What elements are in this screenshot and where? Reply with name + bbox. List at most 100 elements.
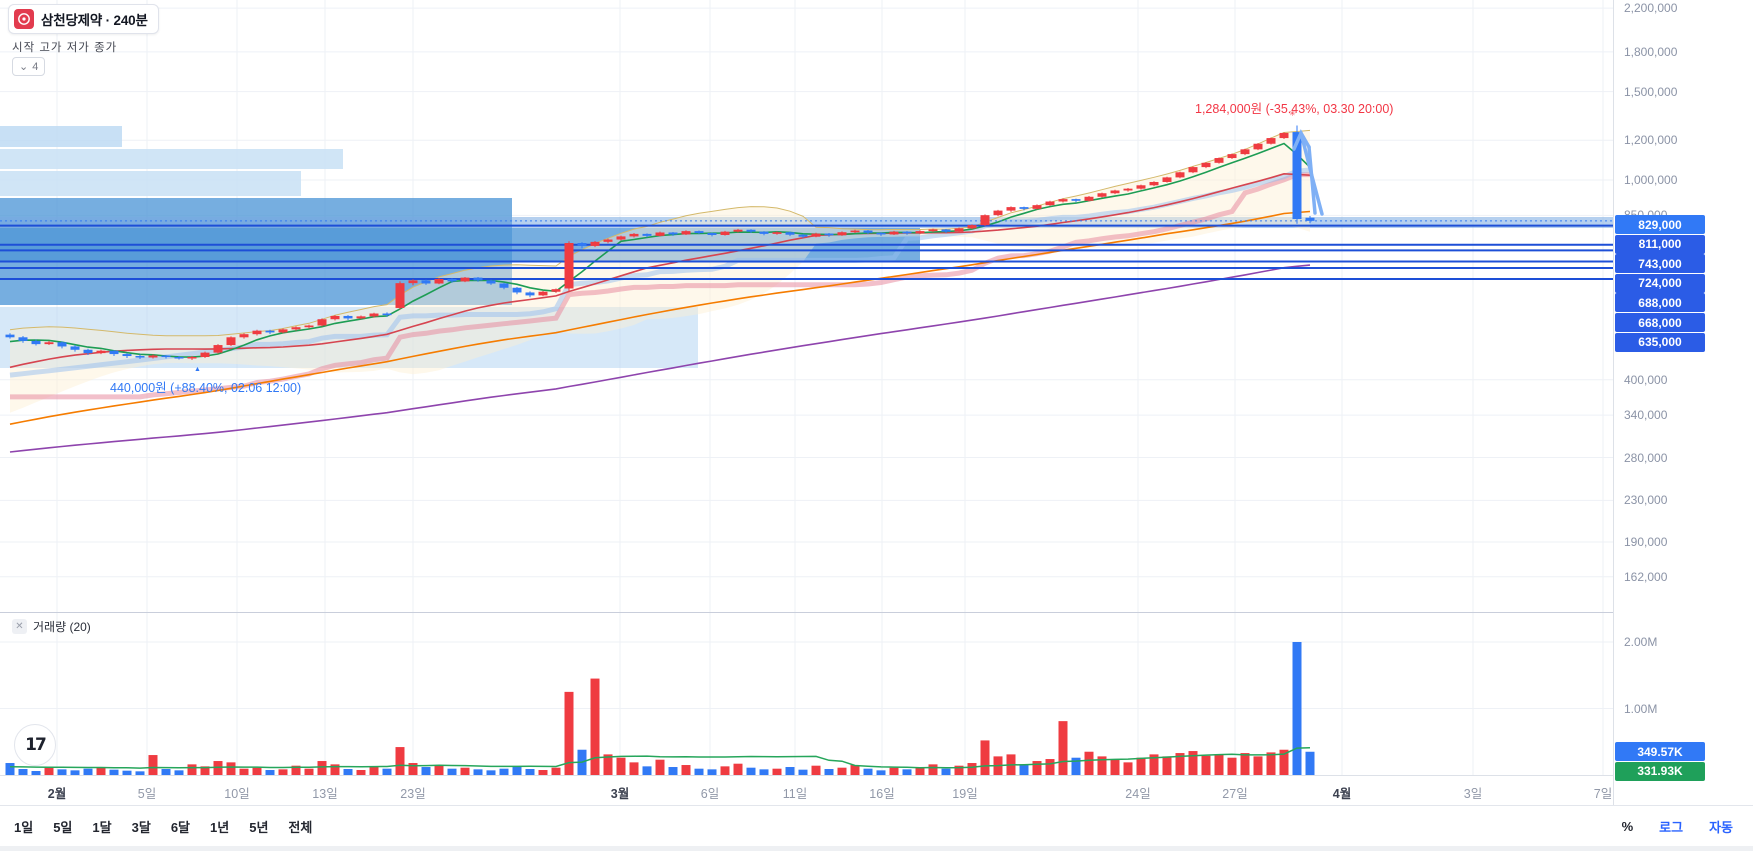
candle-21 — [278, 329, 288, 333]
candle-85 — [1110, 190, 1120, 194]
candle-22 — [291, 327, 301, 330]
price-tick-190000: 190,000 — [1624, 535, 1668, 550]
volume-bar-40 — [525, 769, 535, 775]
candle-68 — [889, 231, 899, 235]
price-tick-230000: 230,000 — [1624, 493, 1668, 508]
candle-26 — [343, 315, 353, 319]
candle-33 — [434, 279, 444, 284]
candle-50 — [655, 232, 665, 236]
candle-44 — [577, 243, 587, 246]
candle-62 — [811, 233, 821, 237]
volume-bar-55 — [720, 766, 730, 775]
volume-bar-47 — [616, 757, 626, 775]
low-price-annotation: 440,000원 (+88.40%, 02.06 12:00) — [110, 381, 302, 395]
time-tick-4월: 4월 — [1332, 787, 1352, 801]
candle-20 — [265, 330, 275, 333]
candle-52 — [681, 231, 691, 235]
range-button-전체[interactable]: 전체 — [280, 813, 320, 840]
candle-12 — [161, 355, 171, 358]
volume-bar-100 — [1305, 751, 1315, 775]
candle-100 — [1305, 217, 1315, 221]
candle-74 — [967, 225, 977, 229]
current-price-badge: 829,000 — [1615, 215, 1705, 234]
range-button-1년[interactable]: 1년 — [202, 813, 237, 840]
volume-bar-11 — [148, 755, 158, 775]
range-button-1달[interactable]: 1달 — [84, 813, 119, 840]
candle-0 — [5, 334, 15, 338]
candle-35 — [460, 277, 470, 282]
volume-bar-12 — [161, 769, 171, 775]
percent-scale-button[interactable]: % — [1616, 818, 1640, 835]
candle-83 — [1084, 196, 1094, 201]
volume-bar-3 — [44, 767, 54, 775]
candle-89 — [1162, 177, 1172, 182]
time-tick-11일: 11일 — [782, 787, 808, 801]
volume-bar-45 — [590, 678, 600, 775]
candle-37 — [486, 280, 496, 284]
candle-60 — [785, 232, 795, 235]
candle-13 — [174, 357, 184, 359]
symbol-card[interactable]: 삼천당제약 · 240분 — [8, 4, 159, 34]
pane-separator[interactable] — [0, 612, 1753, 613]
price-axis[interactable]: 2,200,000 1,800,000 1,500,000 1,200,000 1,00… — [1613, 0, 1753, 805]
candle-25 — [330, 315, 340, 320]
volume-bar-93 — [1214, 754, 1224, 775]
candle-57 — [746, 229, 756, 232]
candle-27 — [356, 316, 366, 319]
candle-76 — [993, 210, 1003, 216]
time-tick-27일: 27일 — [1222, 787, 1248, 801]
indicators-toggle-button[interactable]: ⌄ 4 — [12, 57, 46, 76]
candle-18 — [239, 334, 249, 338]
time-tick-23일: 23일 — [400, 787, 426, 801]
candle-75 — [980, 215, 990, 226]
candle-23 — [304, 325, 314, 328]
volume-bar-26 — [343, 769, 353, 775]
volume-bar-2 — [31, 771, 41, 775]
range-button-6달[interactable]: 6달 — [163, 813, 198, 840]
volume-bar-50 — [655, 759, 665, 775]
volume-bar-86 — [1123, 762, 1133, 775]
time-tick-19일: 19일 — [952, 787, 978, 801]
time-tick-13일: 13일 — [312, 787, 338, 801]
range-button-5일[interactable]: 5일 — [45, 813, 80, 840]
tradingview-logo[interactable]: 17 — [14, 724, 56, 766]
volume-bar-98 — [1279, 749, 1289, 775]
volume-bar-9 — [122, 770, 132, 775]
time-axis[interactable]: 2월 5일 10일 13일 23일 3월 6일 11일 16일 19일 24일 27일 4월 3일 7일 — [0, 775, 1753, 806]
candle-87 — [1136, 185, 1146, 189]
range-button-5년[interactable]: 5년 — [241, 813, 276, 840]
zone-rectangle-5[interactable] — [0, 217, 1613, 228]
zone-rectangle-1[interactable] — [0, 149, 343, 169]
candle-78 — [1019, 207, 1029, 209]
arrow-drawing[interactable] — [1292, 129, 1324, 216]
candle-32 — [421, 280, 431, 284]
volume-bar-85 — [1110, 759, 1120, 775]
volume-bar-14 — [187, 764, 197, 775]
candle-51 — [668, 232, 678, 235]
candle-40 — [525, 292, 535, 296]
volume-bar-72 — [941, 768, 951, 775]
main-chart-pane[interactable] — [0, 0, 1613, 612]
baseline52-line — [10, 172, 1310, 400]
log-scale-button[interactable]: 로그 — [1653, 816, 1689, 837]
zone-rectangle-2[interactable] — [0, 171, 301, 196]
sma20-line — [9, 172, 1311, 369]
volume-bar-17 — [226, 762, 236, 775]
sma120-line — [9, 264, 1311, 453]
range-button-3달[interactable]: 3달 — [124, 813, 159, 840]
range-button-1일[interactable]: 1일 — [6, 813, 41, 840]
candle-48 — [629, 233, 639, 237]
candle-39 — [512, 287, 522, 293]
candle-55 — [720, 231, 730, 236]
volume-bar-28 — [369, 767, 379, 775]
time-tick-3월: 3월 — [610, 787, 630, 801]
high-price-annotation: 1,284,000원 (-35.43%, 03.30 20:00) — [1195, 102, 1394, 116]
candle-1 — [18, 337, 28, 341]
volume-bar-96 — [1253, 756, 1263, 775]
volume-bar-92 — [1201, 755, 1211, 775]
candle-53 — [694, 231, 704, 234]
auto-scale-button[interactable]: 자동 — [1703, 816, 1739, 837]
volume-pane[interactable] — [0, 613, 1613, 775]
close-icon[interactable]: ✕ — [12, 619, 27, 634]
zone-rectangle-0[interactable] — [0, 126, 122, 147]
